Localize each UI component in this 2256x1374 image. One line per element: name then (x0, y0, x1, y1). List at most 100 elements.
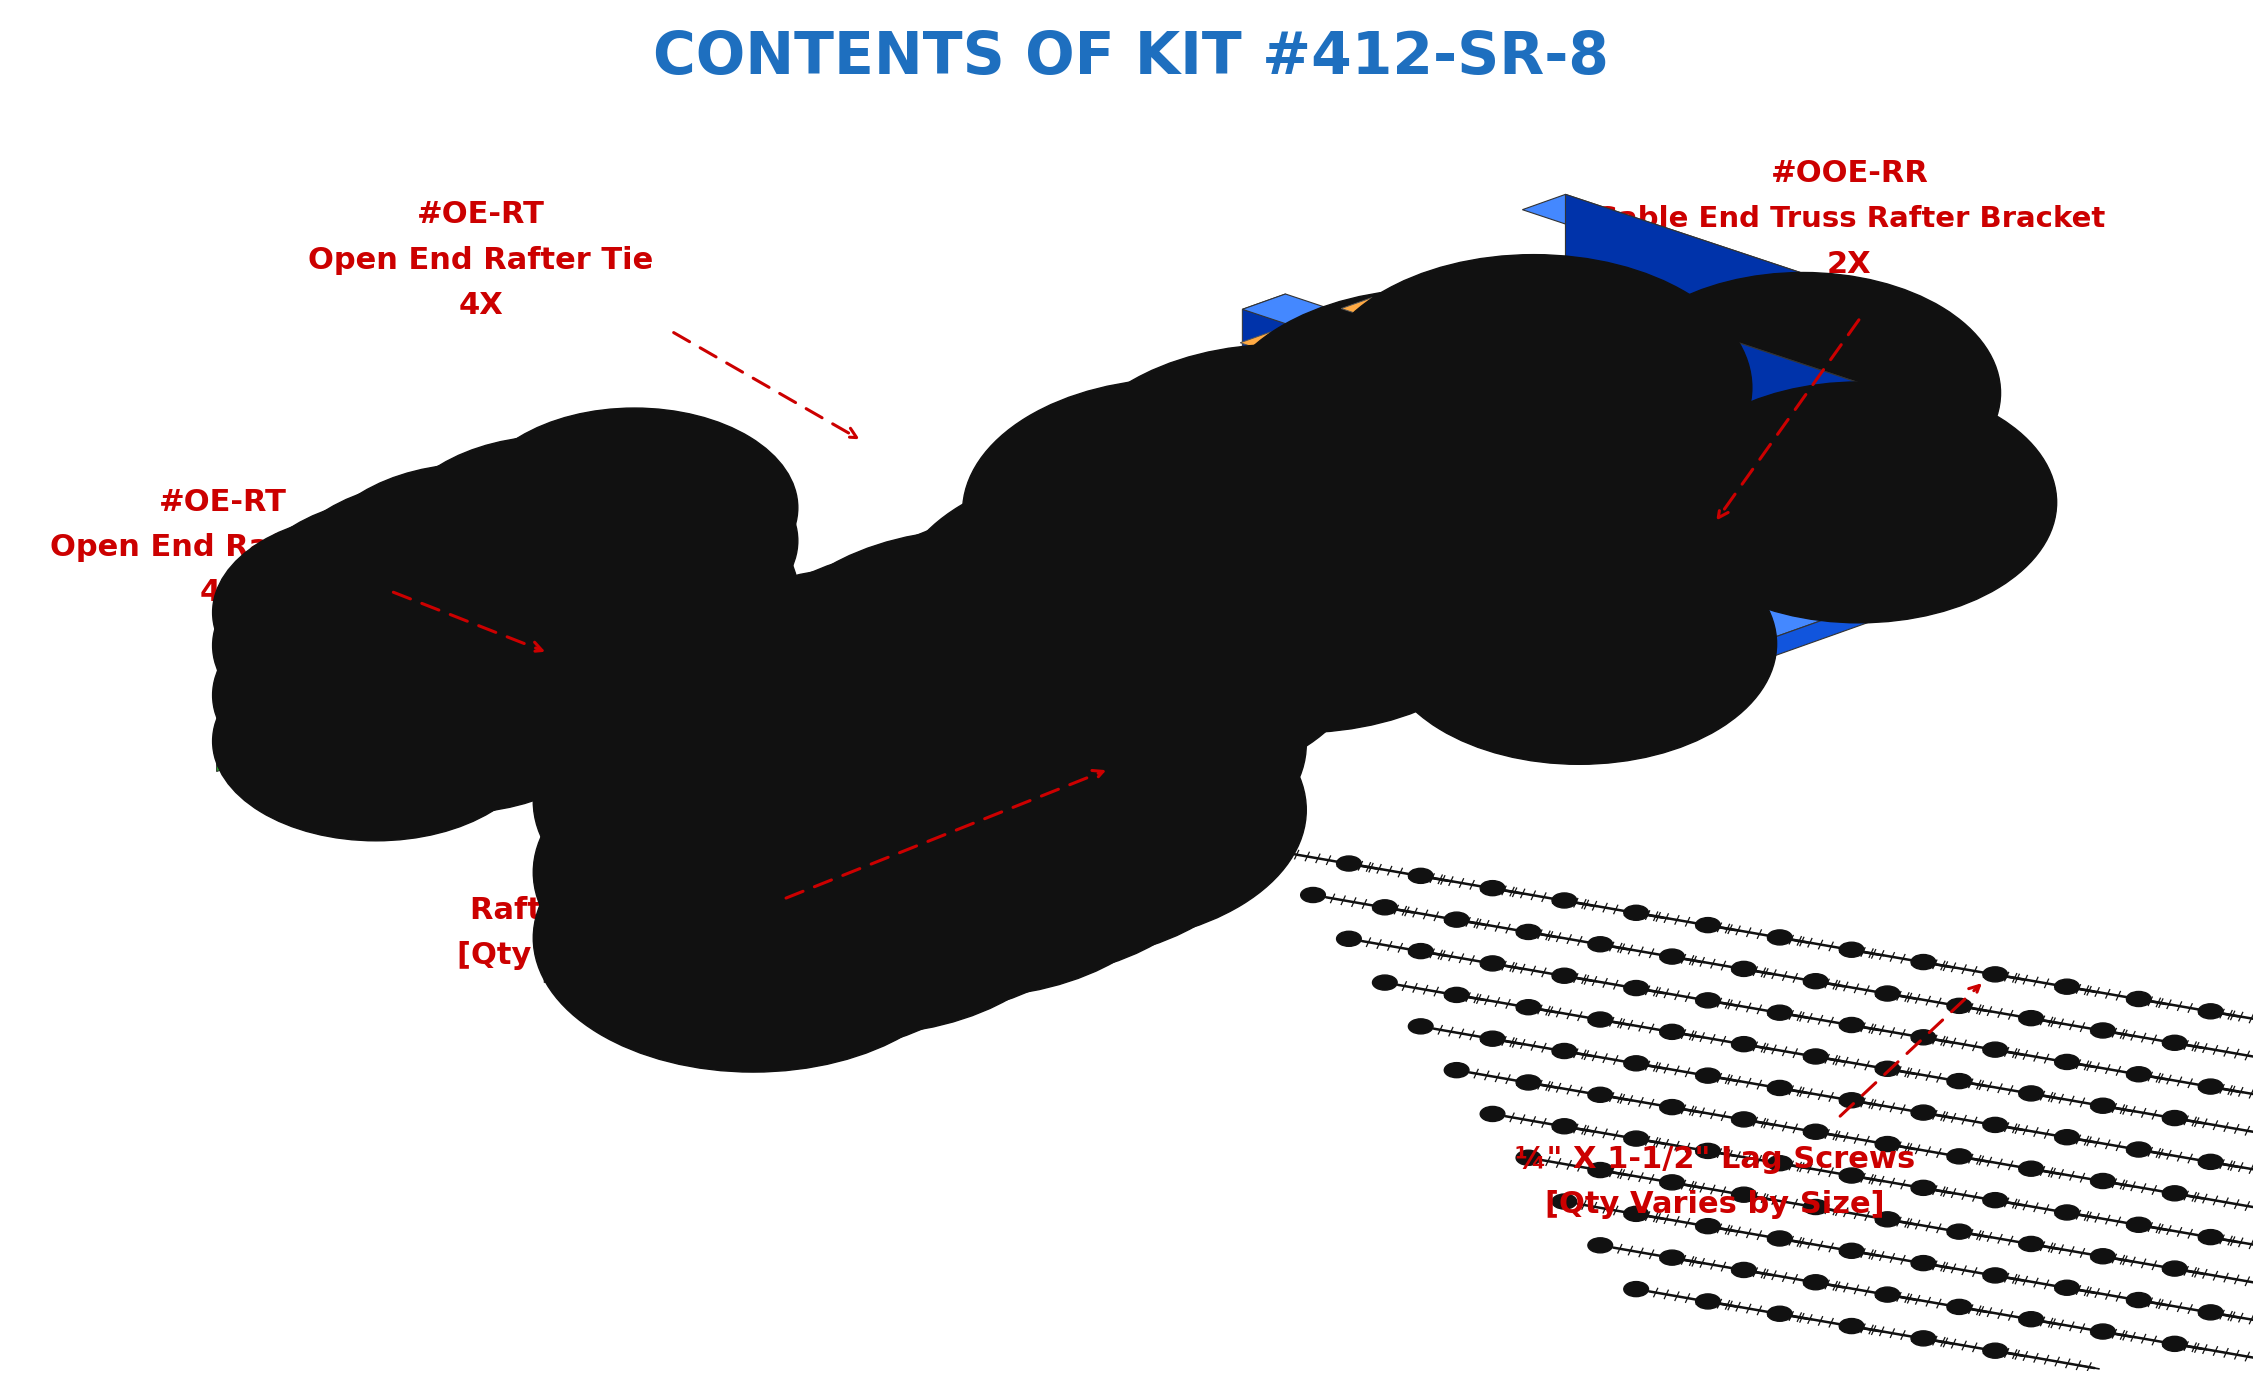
Polygon shape (1184, 533, 1243, 599)
Circle shape (1552, 1043, 1577, 1058)
Circle shape (1381, 440, 1778, 680)
Circle shape (1733, 1036, 1755, 1051)
Circle shape (314, 592, 641, 791)
Circle shape (1250, 353, 1527, 522)
Polygon shape (941, 569, 1105, 624)
Polygon shape (546, 633, 654, 683)
Polygon shape (702, 603, 1076, 735)
Polygon shape (406, 464, 688, 563)
Polygon shape (1243, 404, 1825, 605)
Polygon shape (1054, 603, 1076, 872)
Polygon shape (478, 666, 587, 716)
Circle shape (573, 786, 1013, 1054)
Circle shape (1766, 1307, 1791, 1322)
Circle shape (1947, 1073, 1972, 1088)
Polygon shape (1419, 530, 1428, 577)
Circle shape (744, 730, 1184, 998)
Circle shape (1663, 382, 2057, 622)
Polygon shape (1369, 533, 1428, 598)
Circle shape (1248, 344, 1685, 610)
Circle shape (963, 378, 1399, 644)
Text: #PTRT: #PTRT (571, 851, 681, 879)
Polygon shape (1363, 530, 1428, 554)
Circle shape (1803, 1124, 1827, 1139)
Circle shape (720, 595, 1160, 863)
Circle shape (1372, 976, 1396, 991)
Polygon shape (1175, 578, 1207, 701)
Polygon shape (356, 504, 620, 780)
Circle shape (532, 620, 972, 888)
Circle shape (785, 574, 1225, 842)
Polygon shape (1270, 333, 1403, 488)
Circle shape (1588, 1162, 1613, 1178)
Text: #OE-RT: #OE-RT (417, 201, 544, 229)
Polygon shape (1135, 510, 1270, 666)
Circle shape (212, 513, 539, 712)
Polygon shape (684, 628, 1036, 1015)
Circle shape (679, 565, 1119, 833)
Circle shape (2055, 980, 2080, 995)
Circle shape (1766, 1006, 1791, 1021)
Circle shape (280, 563, 607, 763)
Circle shape (1588, 1013, 1613, 1026)
Polygon shape (938, 824, 1076, 889)
Circle shape (1697, 1068, 1721, 1083)
Polygon shape (1142, 577, 1336, 653)
Polygon shape (318, 617, 580, 723)
Circle shape (212, 545, 539, 745)
Circle shape (866, 676, 1306, 944)
Polygon shape (318, 617, 688, 747)
Text: [Qty Varies by Size]: [Qty Varies by Size] (456, 941, 796, 970)
Circle shape (1408, 944, 1433, 959)
Circle shape (1552, 969, 1577, 984)
Circle shape (866, 610, 1306, 878)
Circle shape (472, 408, 799, 607)
Circle shape (1480, 1106, 1505, 1121)
Polygon shape (1239, 554, 1270, 676)
Circle shape (2091, 1173, 2116, 1189)
Circle shape (1911, 1180, 1936, 1195)
Circle shape (785, 712, 1225, 980)
Circle shape (1697, 918, 1721, 933)
Circle shape (325, 469, 652, 668)
Polygon shape (1502, 491, 1825, 624)
Circle shape (438, 507, 765, 706)
Polygon shape (1245, 442, 1311, 466)
Circle shape (614, 584, 1054, 853)
Polygon shape (1554, 352, 1563, 400)
Polygon shape (1105, 510, 1270, 565)
Circle shape (1947, 999, 1972, 1014)
Circle shape (654, 684, 1094, 954)
Text: Rafter Tie Bracket: Rafter Tie Bracket (472, 896, 783, 925)
Circle shape (1408, 868, 1433, 883)
Circle shape (760, 529, 1200, 797)
Polygon shape (1236, 475, 1369, 632)
Circle shape (573, 602, 1013, 870)
Circle shape (1480, 1030, 1505, 1046)
Circle shape (325, 551, 652, 750)
Circle shape (404, 474, 731, 673)
Polygon shape (1020, 789, 1157, 853)
Circle shape (638, 767, 1078, 1035)
Polygon shape (1782, 280, 1825, 506)
Circle shape (614, 702, 1054, 971)
Circle shape (370, 540, 697, 739)
Circle shape (679, 749, 1119, 1017)
Polygon shape (1403, 389, 1462, 455)
Polygon shape (1085, 567, 1142, 633)
Polygon shape (1557, 599, 1882, 732)
Circle shape (472, 537, 799, 736)
Circle shape (785, 528, 1225, 796)
Polygon shape (1306, 466, 1336, 588)
Circle shape (1983, 1268, 2008, 1283)
Circle shape (325, 598, 652, 797)
Circle shape (1983, 967, 2008, 982)
Circle shape (1624, 905, 1649, 921)
Circle shape (1875, 987, 1900, 1002)
Circle shape (679, 683, 1119, 951)
Circle shape (1911, 1105, 1936, 1120)
Polygon shape (1178, 409, 1505, 522)
Circle shape (1624, 1131, 1649, 1146)
Polygon shape (1110, 445, 1275, 500)
Circle shape (744, 664, 1184, 932)
